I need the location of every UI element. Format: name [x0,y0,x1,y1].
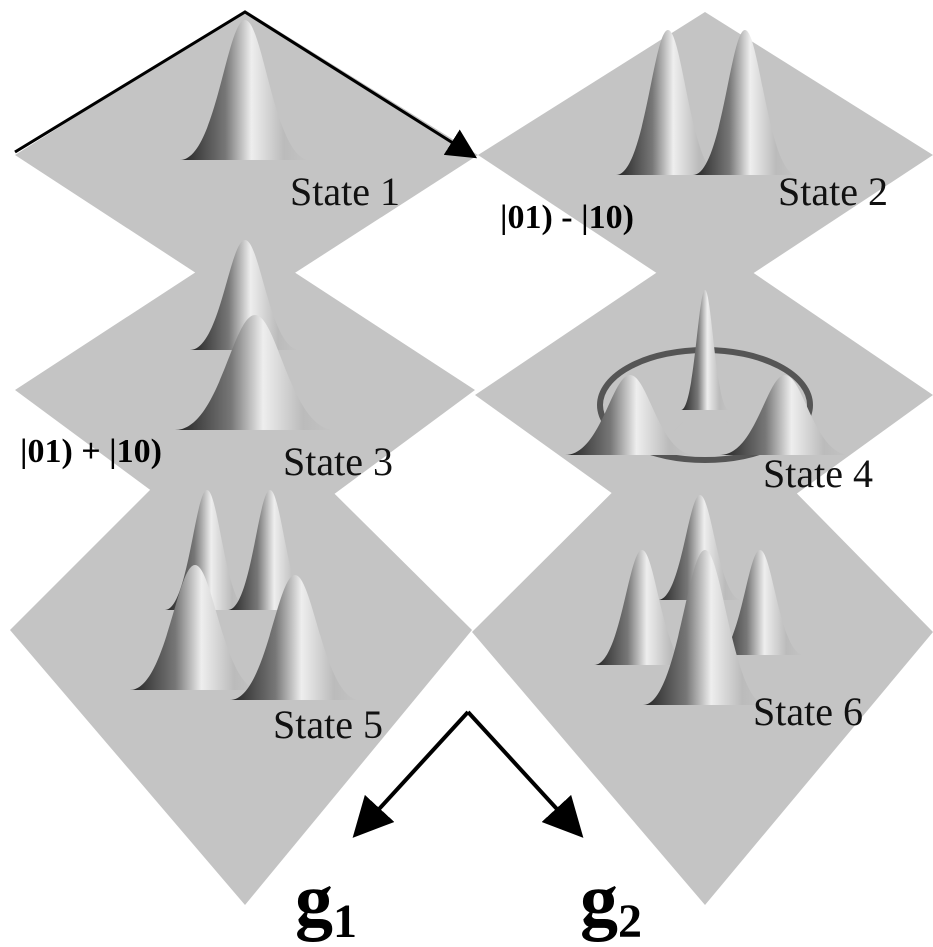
annotation: |01) - |10) [500,199,634,236]
state-label: State 4 [763,451,873,496]
state-label: State 6 [753,689,863,734]
annotation: |01) + |10) [20,433,162,470]
axis-symbol: g [580,858,618,942]
axis-subscript: 2 [618,895,642,947]
state-label: State 2 [778,169,888,214]
figure: State 1 State 2 |01) - |10) State 3 |01)… [0,0,933,947]
axis-label: g2 [580,858,642,947]
bottom-axes [358,712,578,832]
state-label: State 5 [273,702,383,747]
axis-label: g1 [295,858,357,947]
axis-subscript: 1 [333,895,357,947]
state-label: State 1 [290,169,400,214]
state-label: State 3 [283,439,393,484]
plane [10,400,472,905]
axis-symbol: g [295,858,333,942]
